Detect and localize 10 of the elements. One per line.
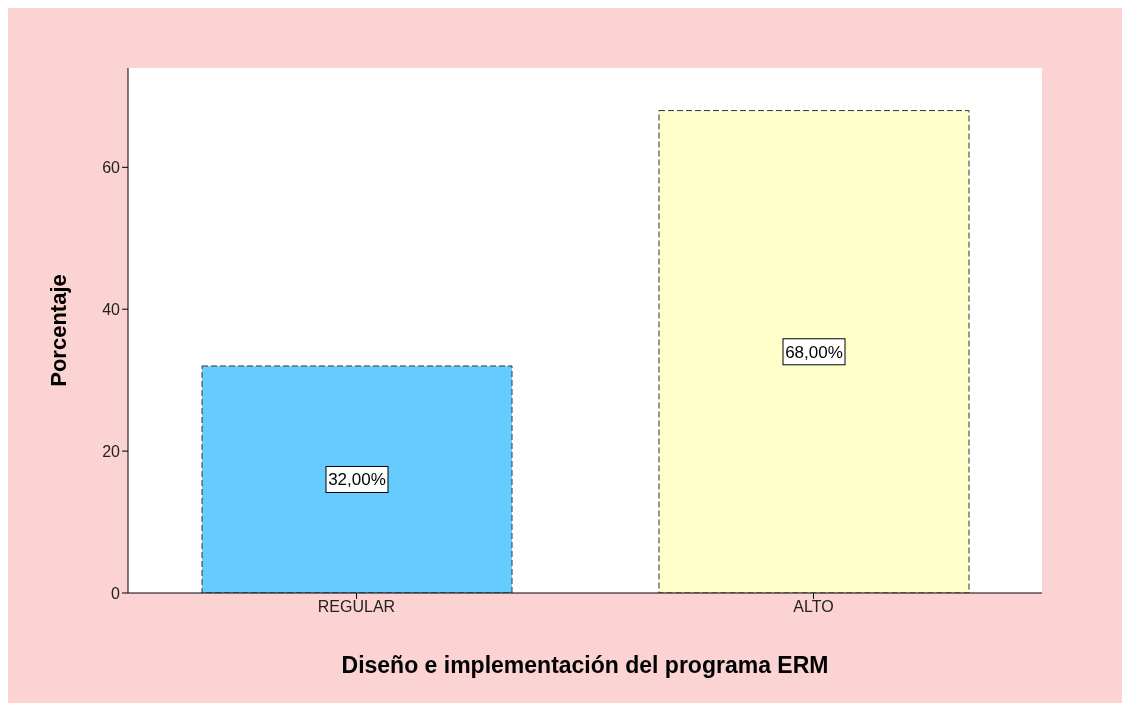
x-tick-label: ALTO: [793, 598, 834, 616]
x-tick-label: REGULAR: [317, 598, 396, 616]
y-axis-title: Porcentaje: [45, 274, 71, 387]
y-tick-label: 20: [102, 442, 121, 460]
data-label: 32,00%: [328, 470, 386, 490]
y-tick-label: 0: [111, 584, 121, 602]
y-tick-label: 40: [102, 300, 121, 318]
x-axis-title: Diseño e implementación del programa ERM: [341, 652, 829, 678]
data-label: 68,00%: [785, 342, 843, 362]
y-tick-label: 60: [102, 159, 121, 176]
